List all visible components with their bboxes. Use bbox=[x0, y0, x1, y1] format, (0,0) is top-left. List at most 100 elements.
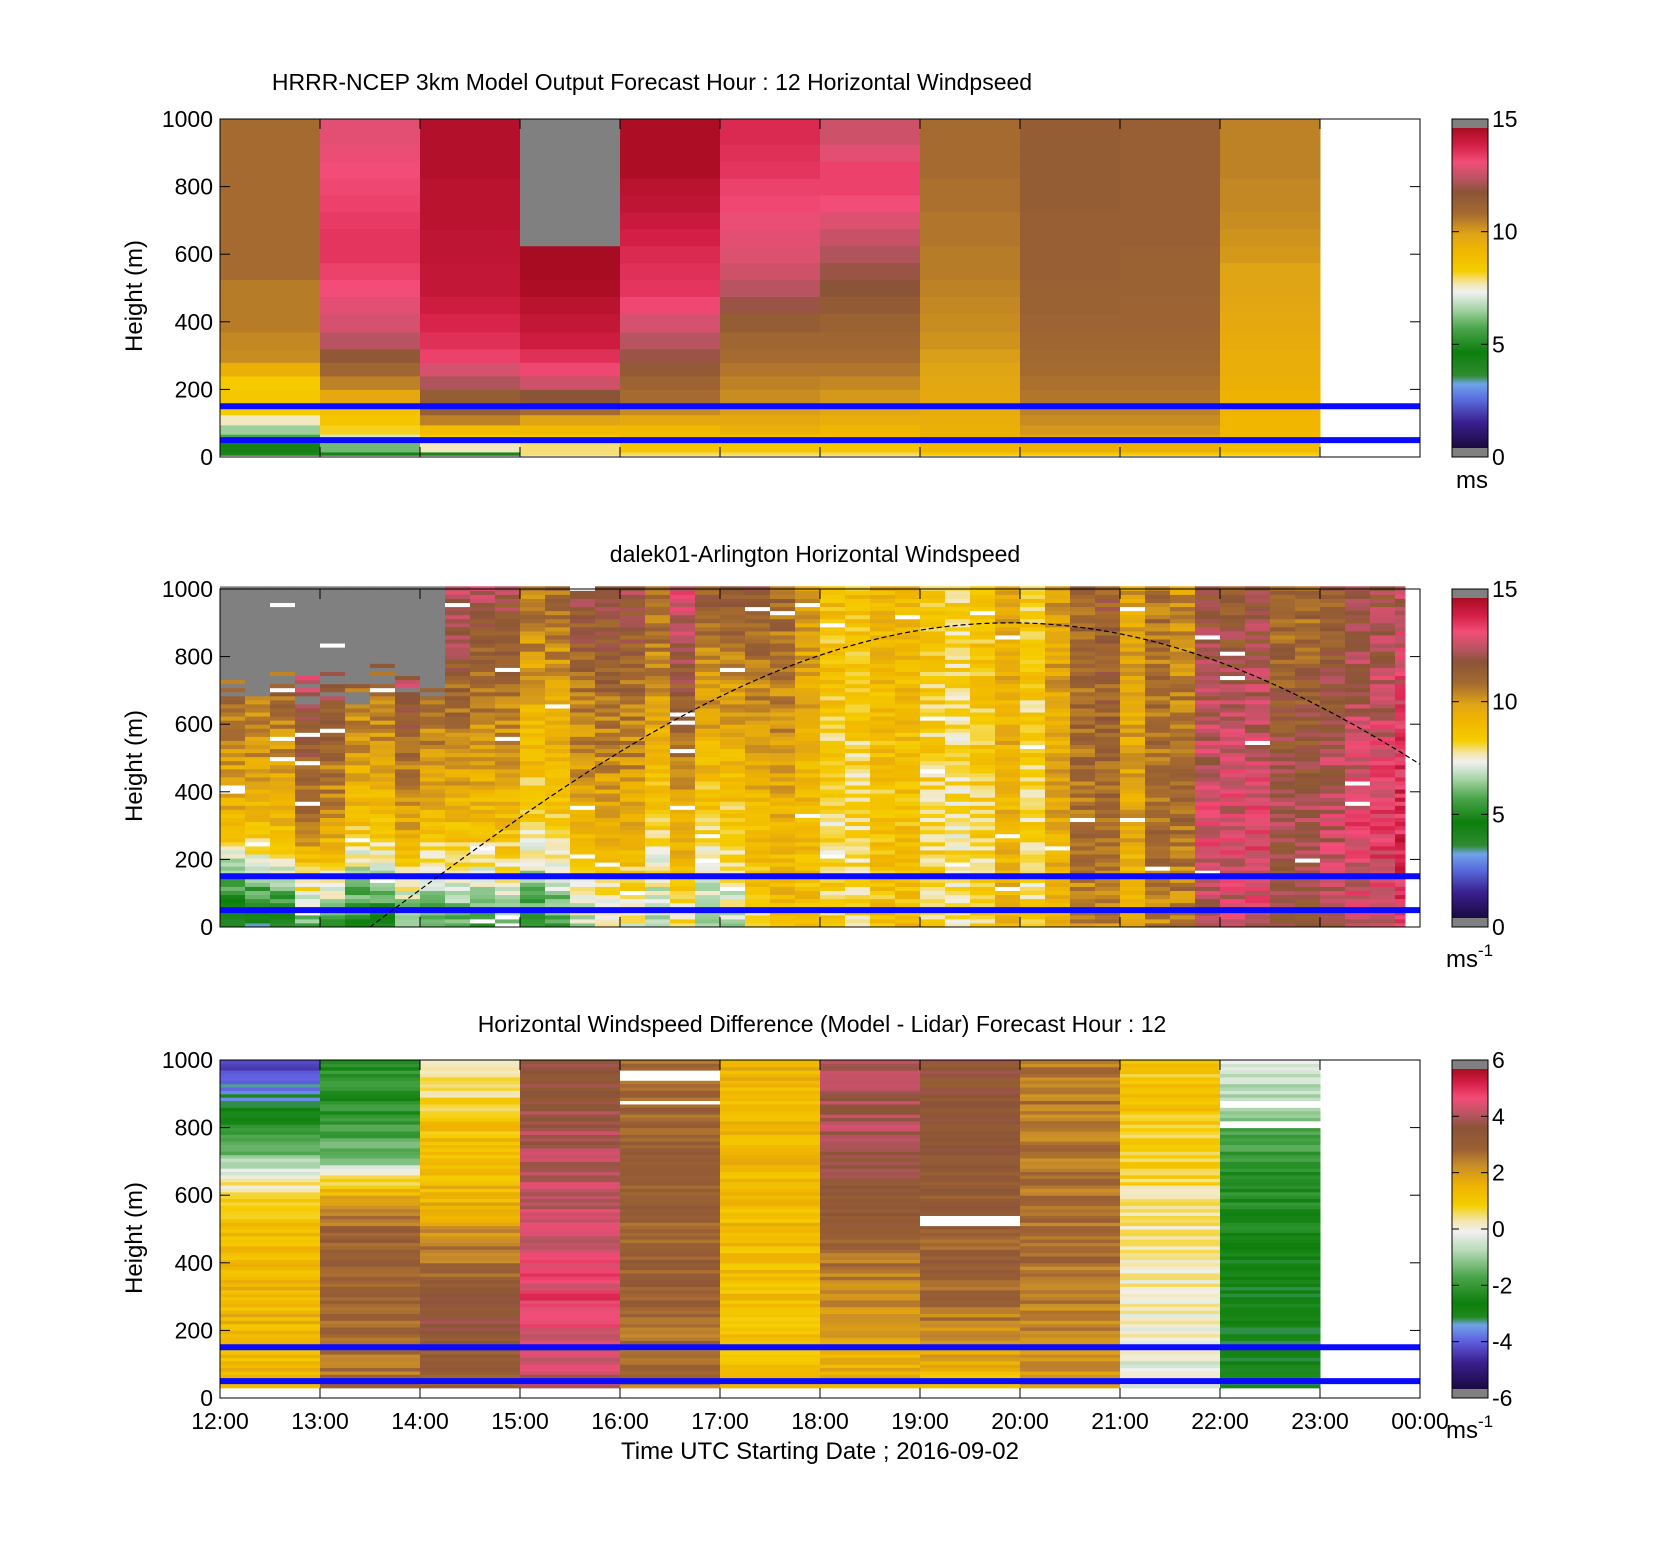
heatmap-cell bbox=[1370, 785, 1396, 790]
heatmap-cell bbox=[1220, 849, 1246, 855]
heatmap-cell bbox=[320, 1215, 421, 1220]
heatmap-cell bbox=[1245, 870, 1271, 875]
heatmap-cell bbox=[995, 789, 1021, 794]
heatmap-cell bbox=[720, 699, 746, 705]
heatmap-cell bbox=[695, 801, 721, 806]
heatmap-cell bbox=[995, 833, 1021, 839]
heatmap-cell bbox=[795, 768, 821, 774]
heatmap-cell bbox=[620, 1188, 721, 1193]
heatmap-cell bbox=[1270, 707, 1296, 713]
heatmap-cell bbox=[1020, 707, 1046, 713]
heatmap-cell bbox=[445, 618, 471, 624]
heatmap-cell bbox=[595, 841, 621, 847]
heatmap-cell bbox=[1170, 898, 1196, 904]
heatmap-cell bbox=[420, 1272, 521, 1277]
heatmap-cell bbox=[845, 780, 871, 786]
heatmap-cell bbox=[420, 1323, 521, 1328]
heatmap-cell bbox=[1070, 695, 1096, 701]
heatmap-cell bbox=[520, 683, 546, 689]
heatmap-cell bbox=[320, 228, 421, 247]
heatmap-cell bbox=[1245, 732, 1271, 737]
heatmap-cell bbox=[770, 780, 796, 786]
heatmap-cell bbox=[595, 740, 621, 745]
heatmap-cell bbox=[820, 756, 846, 762]
heatmap-cell bbox=[1320, 756, 1346, 762]
heatmap-cell bbox=[895, 651, 921, 656]
heatmap-cell bbox=[870, 878, 896, 883]
heatmap-cell bbox=[220, 663, 246, 668]
y-tick-label: 1000 bbox=[162, 106, 213, 132]
heatmap-cell bbox=[520, 1158, 621, 1162]
heatmap-cell bbox=[345, 724, 371, 729]
heatmap-cell bbox=[1245, 626, 1271, 632]
heatmap-cell bbox=[745, 882, 771, 887]
heatmap-cell bbox=[1145, 598, 1171, 604]
heatmap-cell bbox=[1220, 780, 1246, 786]
heatmap-cell bbox=[720, 691, 746, 697]
heatmap-cell bbox=[1145, 764, 1171, 770]
heatmap-cell bbox=[945, 870, 971, 875]
heatmap-cell bbox=[545, 813, 571, 818]
heatmap-cell bbox=[795, 756, 821, 762]
heatmap-cell bbox=[695, 922, 721, 928]
heatmap-cell bbox=[1095, 728, 1121, 733]
heatmap-cell bbox=[320, 1272, 421, 1277]
heatmap-cell bbox=[1220, 598, 1246, 604]
heatmap-cell bbox=[1045, 744, 1071, 750]
heatmap-cell bbox=[320, 442, 421, 453]
heatmap-cell bbox=[320, 821, 346, 827]
heatmap-cell bbox=[1395, 898, 1406, 904]
heatmap-cell bbox=[620, 707, 646, 713]
heatmap-cell bbox=[220, 1181, 321, 1186]
heatmap-cell bbox=[445, 853, 471, 859]
heatmap-cell bbox=[820, 195, 921, 213]
heatmap-cell bbox=[1045, 712, 1071, 717]
heatmap-cell bbox=[620, 313, 721, 333]
heatmap-cell bbox=[620, 1374, 721, 1379]
heatmap-cell bbox=[295, 594, 321, 599]
heatmap-cell bbox=[1120, 886, 1146, 891]
heatmap-cell bbox=[1195, 748, 1221, 754]
heatmap-cell bbox=[620, 805, 646, 810]
heatmap-cell bbox=[1070, 744, 1096, 750]
heatmap-cell bbox=[445, 610, 471, 616]
heatmap-cell bbox=[1120, 614, 1146, 620]
heatmap-cell bbox=[220, 659, 246, 664]
heatmap-cell bbox=[895, 663, 921, 668]
heatmap-cell bbox=[420, 1151, 521, 1156]
heatmap-cell bbox=[945, 610, 971, 616]
heatmap-cell bbox=[495, 821, 521, 827]
heatmap-cell bbox=[720, 414, 821, 426]
heatmap-cell bbox=[970, 736, 996, 741]
heatmap-cell bbox=[1295, 805, 1321, 810]
heatmap-cell bbox=[1320, 655, 1346, 660]
heatmap-cell bbox=[345, 707, 371, 713]
heatmap-cell bbox=[820, 914, 846, 920]
heatmap-cell bbox=[845, 594, 871, 599]
heatmap-cell bbox=[1170, 643, 1196, 648]
heatmap-cell bbox=[620, 1100, 721, 1105]
heatmap-cell bbox=[1320, 849, 1346, 855]
heatmap-cell bbox=[520, 424, 621, 435]
heatmap-cell bbox=[870, 590, 896, 595]
heatmap-cell bbox=[470, 833, 496, 839]
heatmap-cell bbox=[945, 772, 971, 778]
heatmap-cell bbox=[245, 626, 271, 632]
heatmap-cell bbox=[545, 622, 571, 628]
heatmap-cell bbox=[1045, 793, 1071, 798]
heatmap-cell bbox=[520, 1181, 621, 1186]
heatmap-cell bbox=[1270, 764, 1296, 770]
heatmap-cell bbox=[1270, 651, 1296, 656]
heatmap-cell bbox=[620, 228, 721, 247]
heatmap-cell bbox=[445, 748, 471, 754]
heatmap-cell bbox=[345, 890, 371, 896]
heatmap-cell bbox=[1170, 622, 1196, 628]
heatmap-cell bbox=[670, 732, 696, 737]
heatmap-cell bbox=[420, 1114, 521, 1118]
heatmap-cell bbox=[995, 691, 1021, 697]
heatmap-cell bbox=[1070, 614, 1096, 620]
heatmap-cell bbox=[420, 1296, 521, 1301]
heatmap-cell bbox=[970, 760, 996, 766]
heatmap-cell bbox=[420, 1266, 521, 1271]
heatmap-cell bbox=[570, 655, 596, 660]
